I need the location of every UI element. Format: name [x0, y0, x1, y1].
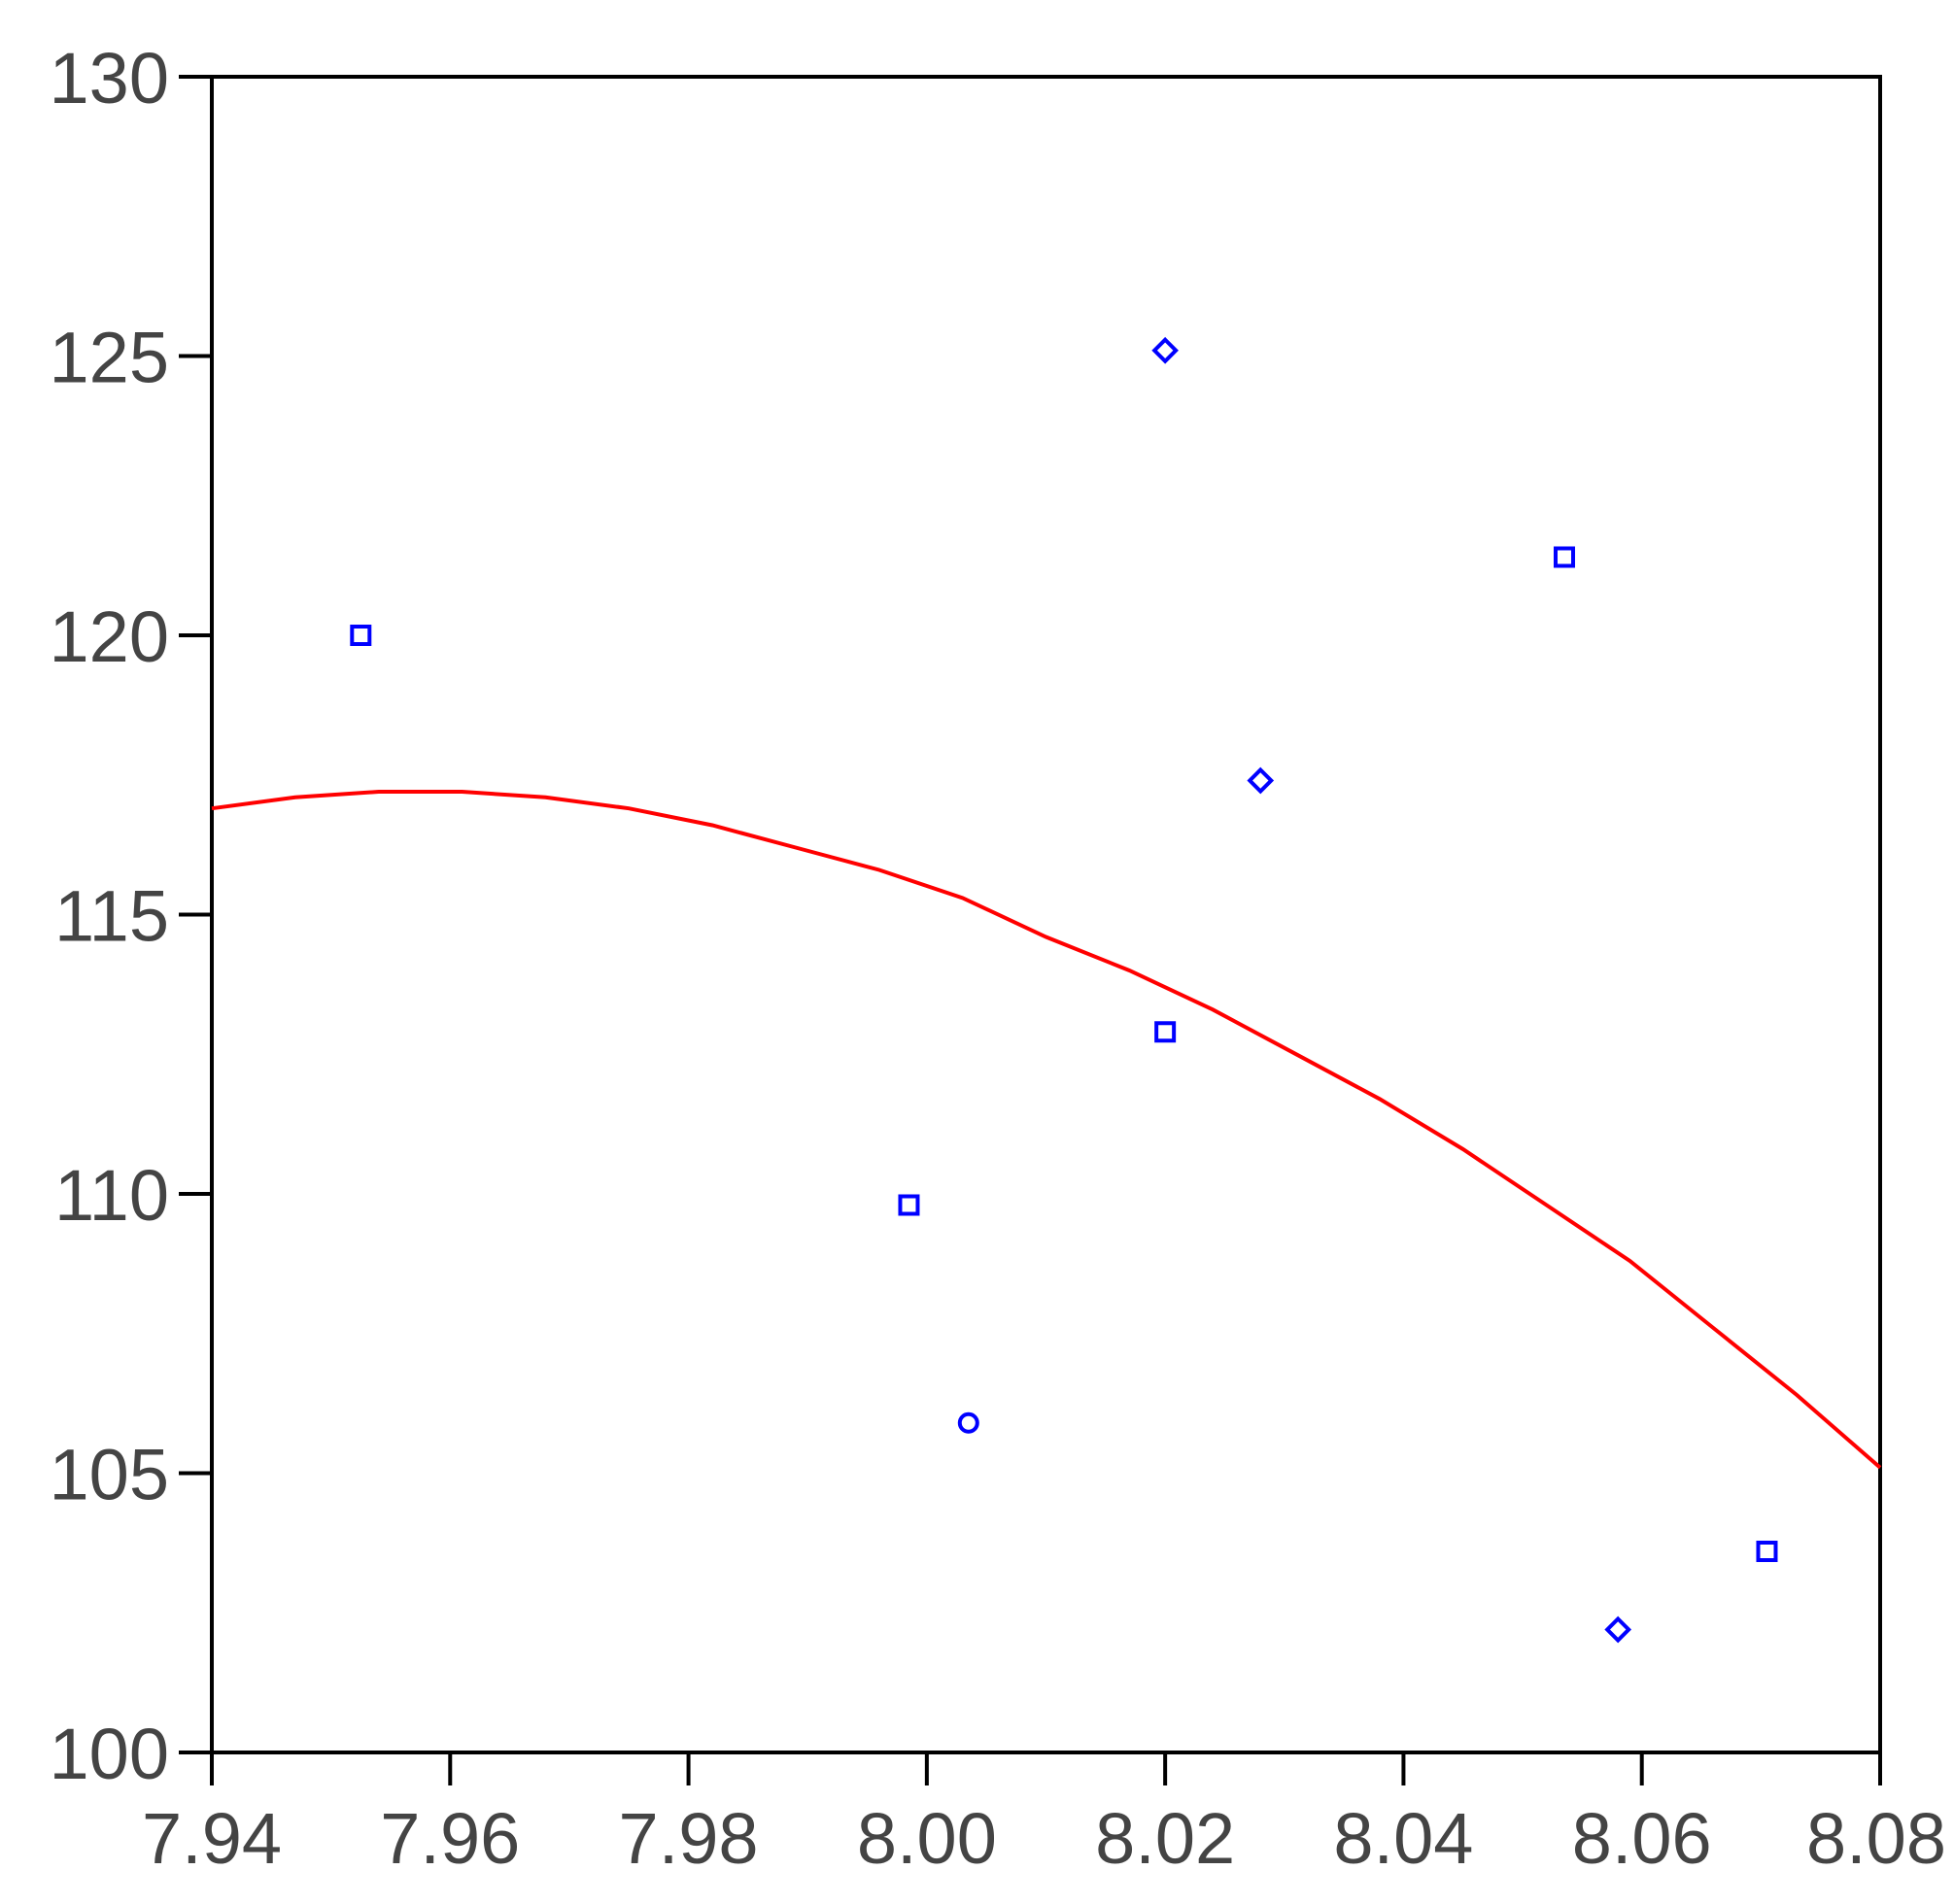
scatter-point — [957, 1411, 979, 1434]
fit-curve-layer — [211, 790, 1882, 1470]
scatter-points-layer — [350, 336, 1778, 1644]
scatter-point — [350, 625, 372, 646]
scatter-point — [1151, 336, 1179, 364]
x-tick-label: 8.04 — [1333, 1798, 1473, 1879]
x-tick-label: 8.06 — [1572, 1798, 1712, 1879]
y-tick-label: 110 — [54, 1155, 169, 1236]
y-tick-label: 115 — [54, 876, 169, 957]
y-tick-label: 105 — [50, 1435, 169, 1515]
y-tick-label: 130 — [50, 38, 169, 119]
y-tick-label: 100 — [50, 1714, 169, 1794]
x-tick-label: 8.00 — [857, 1798, 997, 1879]
x-tick-label: 7.98 — [619, 1798, 759, 1879]
x-axis: 7.94 7.96 7.98 8.00 8.02 8.04 8.06 8.08 — [142, 1752, 1946, 1879]
plot-frame — [210, 75, 1882, 1754]
scatter-point — [898, 1194, 920, 1216]
scatter-point — [1247, 766, 1275, 795]
y-axis: 100 105 110 115 120 125 130 — [50, 38, 212, 1794]
x-tick-label: 7.94 — [142, 1798, 282, 1879]
x-tick-label: 8.08 — [1806, 1798, 1946, 1879]
y-tick-label: 125 — [50, 318, 169, 398]
scatter-point — [1553, 546, 1575, 568]
x-tick-label: 7.96 — [380, 1798, 520, 1879]
fit-curve-line — [211, 790, 1882, 1470]
scatter-point — [1154, 1021, 1177, 1043]
y-tick-label: 120 — [50, 596, 169, 677]
x-tick-label: 8.02 — [1095, 1798, 1235, 1879]
scatter-point — [1756, 1541, 1778, 1562]
scatter-point — [1604, 1615, 1632, 1644]
